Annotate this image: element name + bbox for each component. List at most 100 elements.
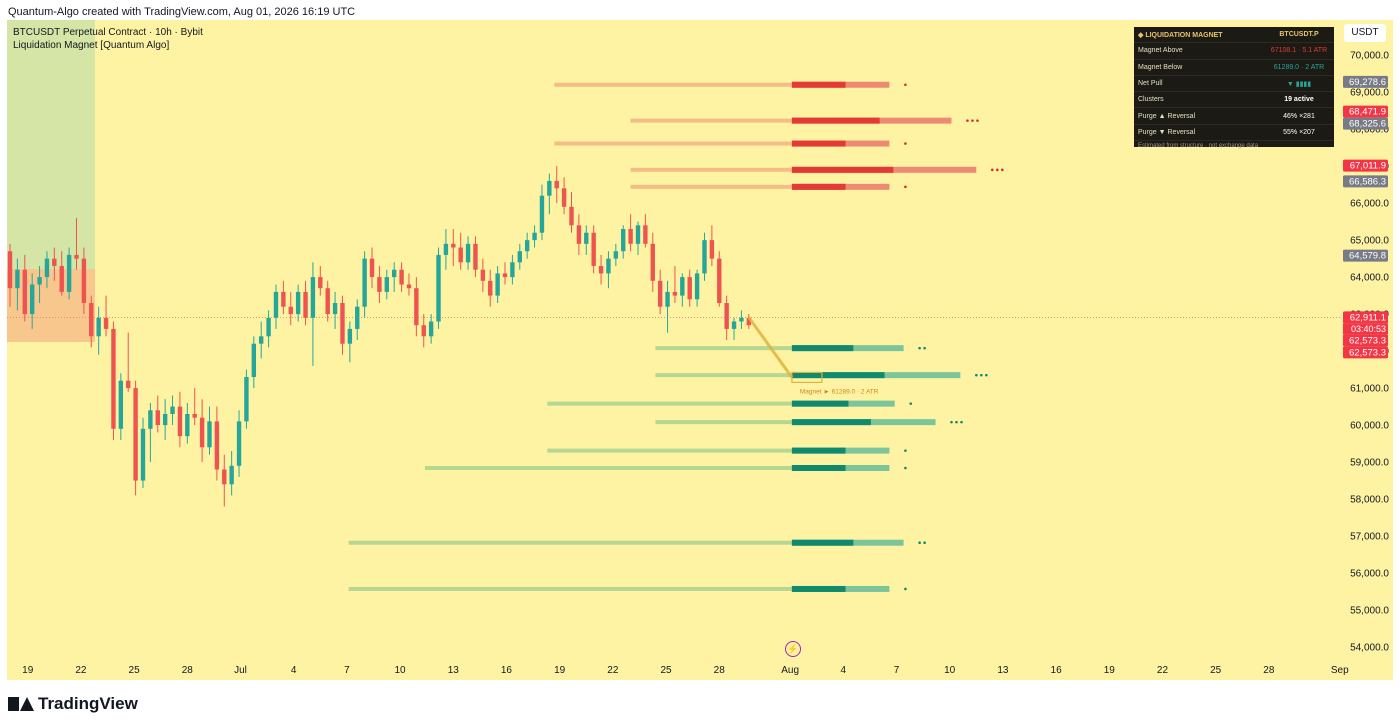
indicator-title[interactable]: Liquidation Magnet [Quantum Algo]	[13, 40, 170, 51]
candle-body	[207, 421, 212, 448]
price-label-bg	[1343, 105, 1388, 118]
candle-body	[236, 421, 242, 466]
x-tick-label: 10	[944, 665, 956, 676]
y-tick-label: 54,000.0	[1350, 643, 1389, 654]
cluster-band	[655, 373, 792, 378]
candle-body	[155, 410, 160, 426]
y-tick-label: 60,000.0	[1350, 421, 1389, 432]
price-label: 64,579.8	[1349, 251, 1386, 262]
candle-body	[259, 336, 264, 344]
cluster-zone-core	[791, 81, 846, 88]
price-label-bg	[1343, 311, 1388, 324]
tradingview-logo-icon	[8, 697, 34, 711]
cluster-strength-dot	[955, 420, 958, 424]
candle-body	[384, 277, 390, 292]
x-tick-label: 4	[291, 665, 297, 676]
price-label: 68,471.9	[1349, 107, 1386, 118]
candle-body	[724, 303, 729, 329]
chart-attribution: Quantum-Algo created with TradingView.co…	[8, 6, 356, 18]
y-tick-label: 69,000.0	[1350, 88, 1389, 99]
candle-body	[709, 240, 715, 259]
y-tick-label: 66,000.0	[1350, 199, 1389, 210]
candle-body	[222, 469, 227, 485]
cluster-zone-core	[791, 539, 854, 546]
chart-legend[interactable]: BTCUSDT Perpetual Contract · 10h · Bybit…	[13, 26, 203, 52]
cluster-strength-dot	[985, 373, 988, 377]
price-label-bg	[1343, 117, 1388, 130]
cluster-zone-core	[791, 166, 894, 173]
price-label-bg	[1343, 75, 1388, 88]
panel-row-label: Magnet Above	[1138, 47, 1183, 55]
candle-body	[362, 258, 367, 307]
x-tick-label: Aug	[781, 665, 799, 676]
candle-body	[458, 247, 463, 263]
candle-body	[44, 258, 50, 278]
x-tick-label: 16	[501, 665, 513, 676]
countdown-label: 03:40:53	[1351, 324, 1386, 334]
candle-body	[502, 273, 508, 278]
cluster-zone-core	[791, 400, 849, 407]
panel-row-label: Purge ▼ Reversal	[1138, 128, 1196, 136]
cluster-strength-dot	[904, 185, 907, 189]
x-tick-label: 25	[660, 665, 672, 676]
candle-body	[717, 258, 722, 304]
candle-body	[303, 291, 308, 318]
candle-body	[369, 258, 375, 278]
x-tick-label: 7	[894, 665, 900, 676]
candle-body	[192, 413, 197, 418]
candle-body	[539, 195, 545, 233]
candle-body	[214, 421, 220, 470]
panel-row-value: 61289.0 · 2 ATR	[1273, 63, 1325, 71]
cluster-zone-core	[791, 117, 880, 124]
price-label-bg	[1343, 334, 1388, 347]
currency-button[interactable]: USDT	[1344, 24, 1386, 42]
cluster-strength-dot	[976, 119, 979, 122]
candle-body	[598, 266, 604, 274]
candle-body	[465, 243, 471, 263]
cluster-strength-dot	[971, 119, 974, 122]
range-zone-lower	[7, 269, 95, 342]
price-label: 67,011.9	[1350, 161, 1386, 172]
cluster-strength-dot	[990, 168, 994, 172]
panel-symbol: BTCUSDT.P	[1279, 31, 1319, 39]
candle-body	[495, 273, 500, 296]
range-zone-upper	[7, 20, 95, 269]
candle-body	[421, 325, 426, 337]
panel-row-value: ▼ ▮▮▮▮	[1286, 80, 1312, 88]
price-label-bg	[1343, 346, 1388, 359]
cluster-strength-dot	[923, 541, 926, 545]
lightning-icon[interactable]: ⚡	[785, 641, 801, 657]
candle-body	[96, 317, 101, 337]
candle-body	[318, 277, 323, 289]
candle-body	[185, 413, 190, 437]
candle-body	[687, 277, 692, 300]
candle-body	[694, 273, 700, 300]
time-axis[interactable]	[7, 660, 1393, 680]
candle-body	[635, 225, 641, 244]
price-label: 62,573.3	[1349, 347, 1386, 358]
tradingview-wordmark: TradingView	[38, 694, 138, 713]
candle-body	[554, 180, 559, 189]
candle-body	[443, 243, 449, 255]
panel-row-label: Clusters	[1138, 96, 1164, 104]
candle-body	[672, 291, 678, 296]
magnet-path	[747, 316, 794, 379]
panel-note: Estimated from structure · not exchange …	[1138, 143, 1259, 150]
cluster-band	[630, 184, 792, 189]
candle-body	[340, 303, 345, 344]
candle-body	[177, 406, 183, 437]
panel-row-label: Purge ▲ Reversal	[1138, 112, 1196, 120]
cluster-strength-dot	[923, 346, 926, 350]
y-tick-label: 70,000.0	[1350, 51, 1389, 62]
x-tick-label: 28	[1263, 665, 1275, 676]
panel-row-label: Net Pull	[1138, 80, 1163, 88]
x-tick-label: 28	[714, 665, 726, 676]
x-tick-label: 22	[75, 665, 87, 676]
panel-row-value: 55% ×207	[1283, 128, 1315, 136]
x-tick-label: 13	[448, 665, 460, 676]
x-tick-label: 28	[182, 665, 194, 676]
cluster-strength-dot	[1000, 168, 1004, 172]
cluster-strength-dot	[918, 346, 921, 350]
cluster-band	[348, 540, 792, 545]
candle-body	[621, 229, 626, 252]
